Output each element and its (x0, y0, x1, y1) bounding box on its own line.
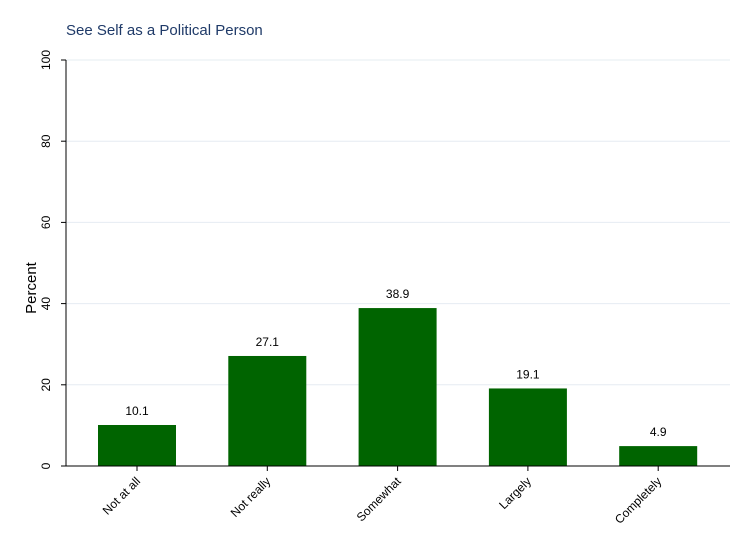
x-tick-label-not-at-all: Not at all (100, 474, 143, 517)
chart-title: See Self as a Political Person (66, 22, 263, 39)
bar-largely (488, 388, 567, 466)
data-labels: 10.1 27.1 38.9 19.1 4.9 (125, 287, 667, 439)
data-label-somewhat: 38.9 (386, 287, 410, 301)
data-label-not-really: 27.1 (256, 335, 280, 349)
x-tick-label-not-really: Not really (228, 474, 274, 520)
y-tick-label-40: 40 (39, 297, 53, 311)
y-tick-label-0: 0 (39, 462, 53, 469)
x-tick-label-largely: Largely (496, 474, 534, 512)
bar-completely (619, 446, 698, 466)
x-axis-ticks: Not at all Not really Somewhat Largely Compl… (100, 466, 664, 527)
y-tick-label-20: 20 (39, 378, 53, 392)
y-axis-label: Percent (23, 261, 40, 314)
bar-not-really (228, 355, 307, 466)
data-label-largely: 19.1 (516, 367, 540, 381)
bar-not-at-all (98, 424, 176, 466)
y-tick-label-100: 100 (39, 50, 53, 70)
y-tick-label-60: 60 (39, 215, 53, 229)
bar-somewhat (358, 308, 437, 466)
y-axis-ticks: 0 20 40 60 80 100 (39, 50, 66, 469)
gridlines (66, 59, 730, 386)
data-label-not-at-all: 10.1 (125, 404, 149, 418)
bars (98, 308, 698, 466)
y-tick-label-80: 80 (39, 134, 53, 148)
data-label-completely: 4.9 (650, 425, 667, 439)
x-tick-label-completely: Completely (612, 474, 664, 526)
x-tick-label-somewhat: Somewhat (354, 474, 404, 524)
